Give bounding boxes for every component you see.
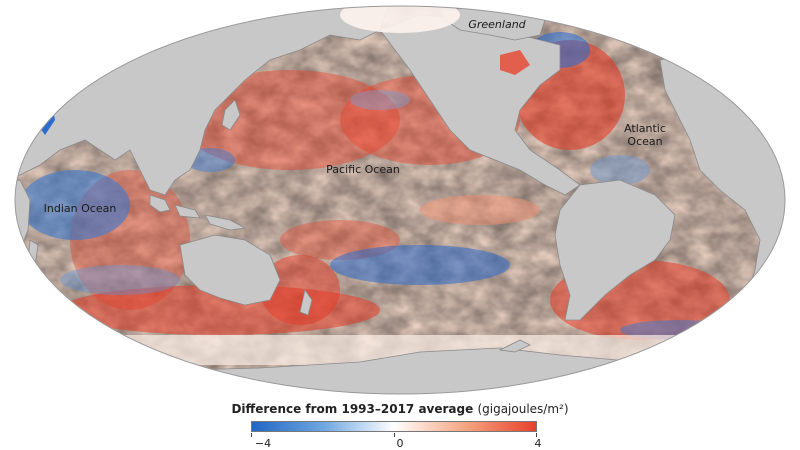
south-america-land — [554, 179, 676, 321]
arctic-ocean-pale — [340, 6, 460, 33]
japan-land — [221, 99, 241, 131]
legend-unit: (gigajoules/m²) — [477, 402, 569, 416]
legend-title: Difference from 1993–2017 average (gigaj… — [0, 402, 800, 416]
tick-mid — [394, 433, 395, 437]
new-zealand-land — [299, 289, 313, 316]
world-map: Greenland Atlantic Ocean Pacific Ocean I… — [14, 5, 786, 395]
tick-min — [251, 433, 252, 437]
tick-label-mid: 0 — [396, 437, 404, 450]
africa-land — [15, 179, 31, 271]
indian-label: Indian Ocean — [44, 202, 117, 215]
australia-land — [179, 234, 281, 306]
colorbar — [251, 421, 537, 432]
greenland-label: Greenland — [468, 18, 526, 31]
tick-label-min: −4 — [254, 437, 272, 450]
tick-max — [536, 433, 537, 437]
antarctica-land — [15, 347, 785, 394]
globe-outline — [14, 5, 786, 395]
legend-title-text: Difference from 1993–2017 average — [231, 402, 474, 416]
atlantic-label-line1: Atlantic — [624, 122, 666, 135]
tick-label-max: 4 — [534, 437, 542, 450]
pacific-label: Pacific Ocean — [326, 163, 400, 176]
hudson-bay — [500, 50, 530, 75]
antarctic-peninsula — [498, 339, 531, 353]
north-america-land — [379, 14, 581, 196]
indonesia-islands — [149, 194, 247, 231]
atlantic-label-line2: Ocean — [627, 135, 662, 148]
